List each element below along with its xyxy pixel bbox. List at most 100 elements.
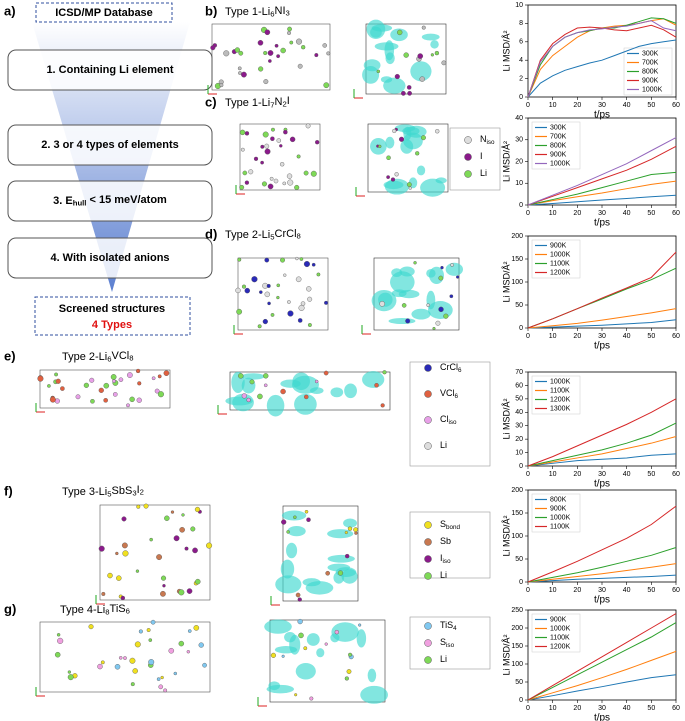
atom bbox=[348, 652, 353, 657]
legend-label: 300K bbox=[642, 50, 659, 57]
legend-label-sub: bond bbox=[446, 524, 461, 531]
atom bbox=[89, 377, 95, 383]
y-tick-label: 2 bbox=[519, 75, 523, 82]
x-tick-label: 0 bbox=[526, 587, 530, 594]
atom bbox=[47, 384, 51, 388]
legend-label-main: N bbox=[480, 134, 487, 144]
atom bbox=[57, 637, 64, 644]
step-box bbox=[7, 237, 213, 279]
atom bbox=[259, 290, 263, 294]
atom bbox=[135, 569, 140, 573]
atom bbox=[394, 172, 399, 177]
legend-marker bbox=[424, 364, 432, 372]
legend-label: 800K bbox=[642, 68, 659, 75]
isosurface bbox=[274, 646, 298, 654]
cell bbox=[211, 23, 331, 91]
series-line bbox=[527, 137, 677, 206]
atom bbox=[198, 642, 204, 648]
atom bbox=[184, 546, 189, 551]
atom bbox=[374, 383, 379, 388]
x-tick-label: 30 bbox=[598, 102, 606, 109]
legend-marker bbox=[464, 136, 472, 144]
isosurface bbox=[268, 681, 281, 691]
x-tick-label: 20 bbox=[573, 471, 581, 478]
legend-label: 900K bbox=[642, 77, 659, 84]
x-tick-label: 50 bbox=[647, 102, 655, 109]
x-tick-label: 40 bbox=[623, 471, 631, 478]
atom bbox=[264, 291, 271, 298]
legend-frame bbox=[409, 511, 491, 579]
y-tick-label: 0 bbox=[519, 202, 523, 209]
atom bbox=[286, 530, 290, 534]
panel-title: Type 1-Li7N2I bbox=[225, 95, 290, 109]
atom bbox=[279, 144, 283, 148]
atom bbox=[160, 575, 167, 581]
atom bbox=[289, 136, 296, 143]
isosurface bbox=[330, 387, 344, 398]
atom bbox=[306, 286, 312, 292]
atom bbox=[83, 382, 89, 388]
atom bbox=[314, 379, 319, 384]
atom bbox=[324, 642, 328, 646]
atom bbox=[379, 301, 385, 307]
x-axis-label: t/ps bbox=[594, 110, 610, 121]
atom bbox=[281, 519, 287, 525]
y-axis-label: Li MSD/Å² bbox=[501, 634, 511, 675]
x-tick-label: 10 bbox=[549, 210, 557, 217]
atom bbox=[306, 517, 311, 522]
atom bbox=[162, 584, 166, 588]
atom bbox=[438, 275, 444, 281]
atom bbox=[163, 370, 170, 376]
atom bbox=[294, 693, 298, 697]
series-line bbox=[527, 39, 677, 98]
atom bbox=[100, 660, 105, 665]
y-axis-label: Li MSD/Å² bbox=[501, 141, 511, 182]
atom bbox=[244, 180, 250, 185]
isosurface bbox=[383, 180, 404, 190]
y-tick-label: 20 bbox=[515, 158, 523, 165]
y-tick-label: 150 bbox=[511, 643, 523, 650]
atom bbox=[234, 47, 241, 53]
atom bbox=[107, 572, 113, 579]
legend-label: 300K bbox=[550, 124, 567, 131]
atom bbox=[257, 393, 263, 400]
isosurface bbox=[385, 136, 395, 149]
atom bbox=[273, 178, 279, 184]
y-tick-label: 6 bbox=[519, 39, 523, 46]
atom bbox=[354, 531, 358, 535]
atom bbox=[378, 144, 382, 149]
atom bbox=[432, 326, 436, 331]
y-tick-label: 150 bbox=[511, 256, 523, 263]
atom bbox=[420, 135, 426, 141]
series-line bbox=[527, 622, 677, 701]
atom bbox=[267, 301, 271, 306]
legend-label: 1100K bbox=[550, 634, 570, 641]
atom bbox=[262, 318, 268, 325]
atom bbox=[239, 129, 246, 136]
y-tick-label: 10 bbox=[515, 180, 523, 187]
atom bbox=[276, 54, 281, 59]
legend-label-main: I bbox=[480, 151, 483, 161]
x-axis-label: t/ps bbox=[594, 713, 610, 721]
y-tick-label: 100 bbox=[511, 279, 523, 286]
x-tick-label: 40 bbox=[623, 705, 631, 712]
atom bbox=[136, 397, 142, 403]
atom bbox=[173, 535, 180, 542]
atom bbox=[67, 670, 72, 674]
atom bbox=[264, 143, 270, 149]
atom bbox=[297, 618, 303, 625]
atom bbox=[148, 659, 155, 666]
result-title: Screened structures bbox=[59, 303, 165, 315]
atom bbox=[240, 147, 245, 152]
y-tick-label: 4 bbox=[519, 57, 523, 64]
step-text: 2. 3 or 4 types of elements bbox=[41, 139, 179, 151]
series-line bbox=[527, 180, 677, 206]
legend-label-main: Li bbox=[480, 168, 487, 178]
atom bbox=[303, 646, 308, 651]
legend-label: 1000K bbox=[550, 378, 571, 385]
atom bbox=[263, 373, 269, 379]
atom bbox=[406, 85, 412, 90]
atom bbox=[143, 503, 149, 509]
legend-label: 1000K bbox=[550, 160, 571, 167]
series-line bbox=[527, 251, 677, 329]
